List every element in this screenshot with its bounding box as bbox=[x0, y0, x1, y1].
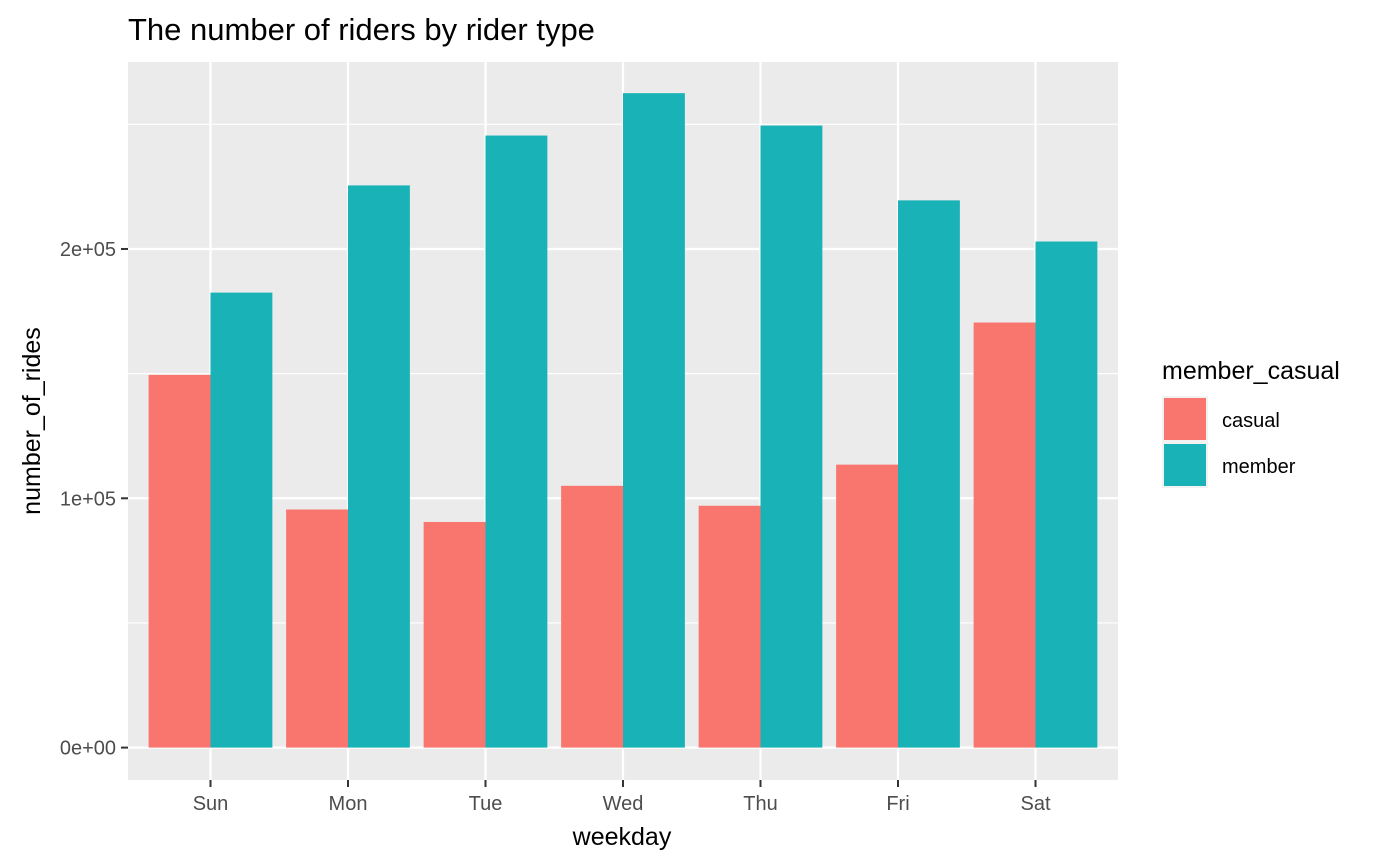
x-tick-label: Fri bbox=[886, 793, 909, 815]
legend-swatch-casual bbox=[1164, 398, 1206, 440]
legend-label-member: member bbox=[1222, 456, 1296, 478]
bar-casual-wed bbox=[561, 485, 623, 748]
bar-member-wed bbox=[623, 93, 685, 748]
bar-member-tue bbox=[485, 135, 548, 748]
y-axis: 0e+00 1e+05 2e+05 bbox=[60, 239, 128, 760]
chart-title: The number of riders by rider type bbox=[128, 12, 595, 47]
x-tick-label: Sun bbox=[193, 793, 229, 815]
bar-casual-sat bbox=[973, 322, 1036, 748]
bar-casual-fri bbox=[836, 464, 898, 748]
bar-member-fri bbox=[898, 200, 960, 748]
y-axis-title: number_of_rides bbox=[18, 327, 46, 515]
bar-casual-thu bbox=[698, 505, 761, 748]
x-axis-title: weekday bbox=[572, 823, 672, 851]
x-tick-label: Thu bbox=[743, 793, 777, 815]
x-axis: Sun Mon Tue Wed Thu Fri Sat bbox=[193, 780, 1051, 815]
legend-swatch-member bbox=[1164, 444, 1206, 486]
bar-member-thu bbox=[760, 125, 823, 748]
x-tick-label: Tue bbox=[469, 793, 503, 815]
x-tick-label: Mon bbox=[329, 793, 368, 815]
y-tick-label: 2e+05 bbox=[60, 239, 116, 261]
legend: member_casual casual member bbox=[1162, 357, 1340, 488]
bar-member-sun bbox=[210, 292, 273, 748]
y-tick-label: 0e+00 bbox=[60, 738, 116, 760]
bar-member-sat bbox=[1035, 241, 1098, 748]
legend-title: member_casual bbox=[1162, 357, 1340, 385]
bars bbox=[148, 93, 1098, 748]
bar-casual-tue bbox=[423, 521, 486, 748]
legend-label-casual: casual bbox=[1222, 410, 1280, 432]
bar-casual-mon bbox=[286, 509, 348, 748]
y-tick-label: 1e+05 bbox=[60, 488, 116, 510]
bar-member-mon bbox=[348, 185, 410, 748]
x-tick-label: Wed bbox=[603, 793, 644, 815]
bar-casual-sun bbox=[148, 374, 211, 748]
x-tick-label: Sat bbox=[1020, 793, 1050, 815]
